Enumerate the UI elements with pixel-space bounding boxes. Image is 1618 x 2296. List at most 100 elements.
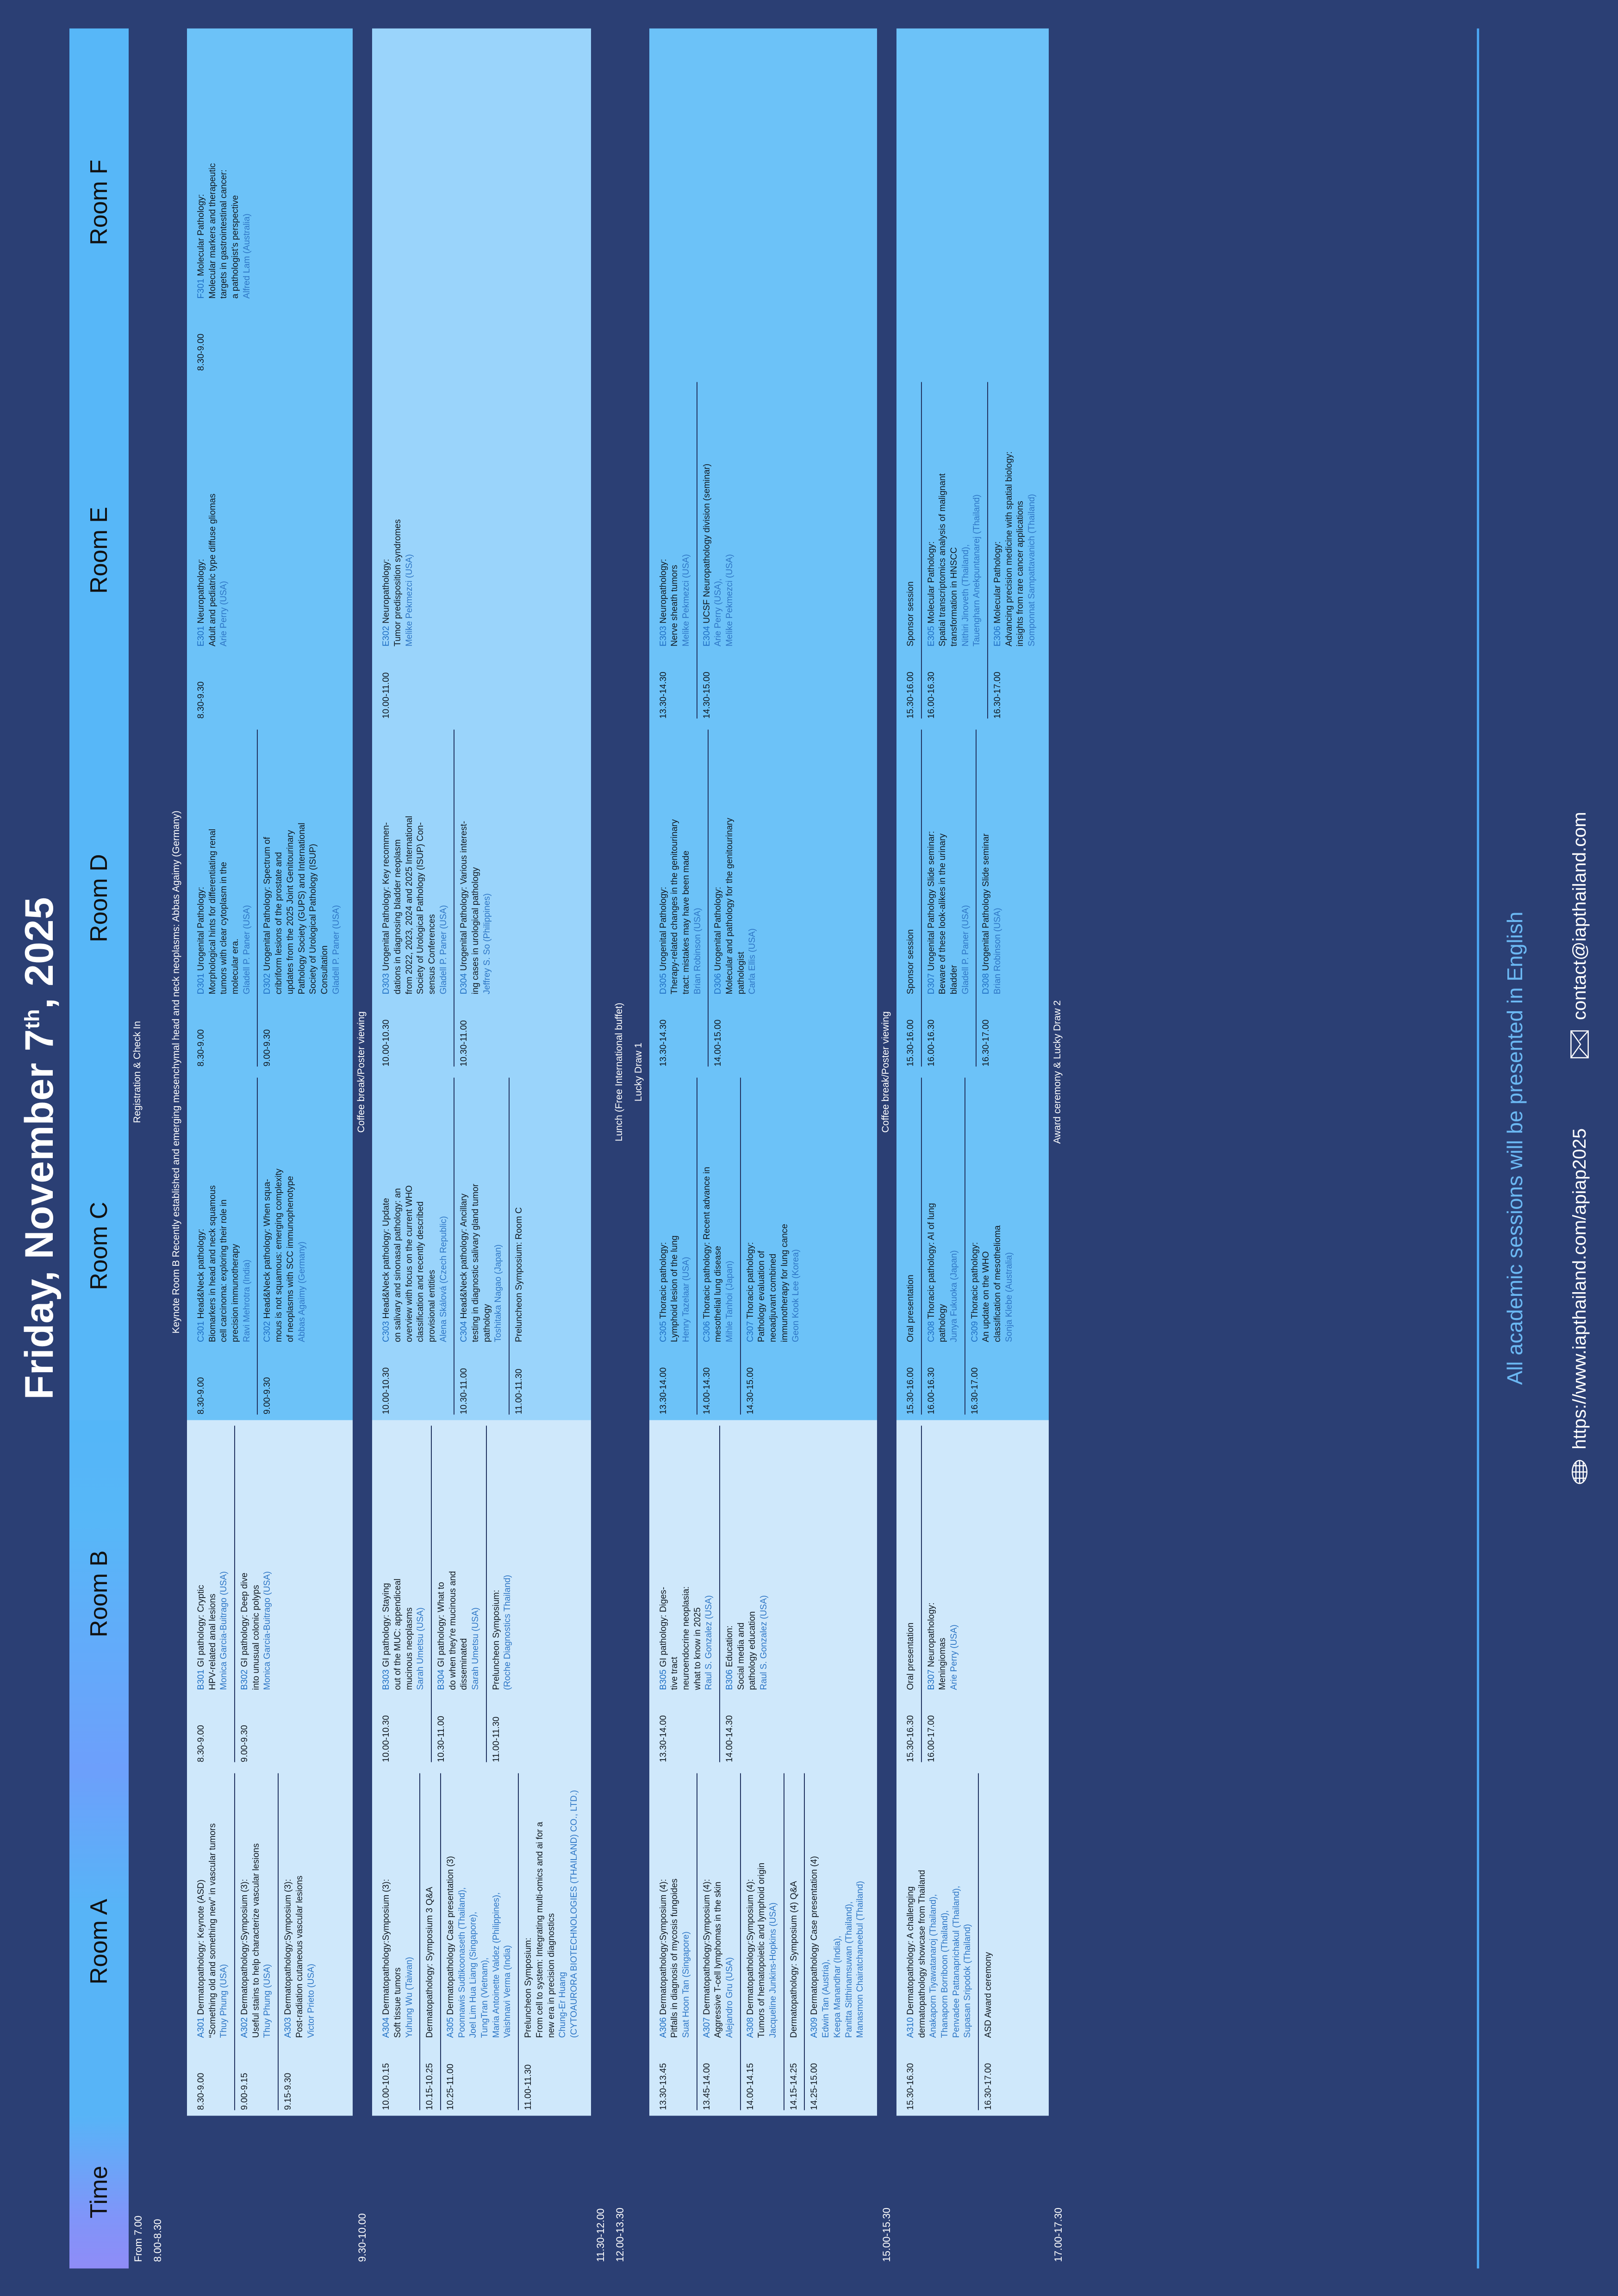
page-title: Friday, November 7th, 2025: [17, 0, 62, 2296]
session-item[interactable]: 9.15-9.30 A303 Dermatopathology:Symposium…: [278, 1773, 322, 2110]
session-item[interactable]: 14.00-14.30 B306 Education: Social media a…: [719, 1425, 774, 1762]
session-item[interactable]: 15.30-16.30 A310 Dermatopathology: A chal…: [901, 1773, 978, 2110]
session-item[interactable]: 14.30-15.00 E304 UCSF Neuropathology divi…: [696, 381, 740, 719]
session-speaker: Monica Garcia-Buitrago (USA): [262, 1571, 273, 1690]
session-item[interactable]: 10.30-11.00 B304 GI pathology: What to do …: [431, 1425, 486, 1762]
session-title: C308 Thoracic pathology: AI of lung: [926, 1202, 936, 1342]
title-ordinal: th: [21, 1008, 44, 1029]
session-item[interactable]: 8.30-9.00 A301 Dermatopathology: Keynote …: [192, 1773, 234, 2110]
session-item[interactable]: 10.00-11.00 E302 Neuropathology: Tumor pre…: [377, 382, 419, 718]
session-item[interactable]: 16.30-17.00 D308 Urogenital Pathology Sli…: [976, 729, 1008, 1066]
session-item[interactable]: 16.00-16.30 D307 Urogenital Pathology Sli…: [921, 729, 976, 1066]
schedule-cell: 15.30-16.30 A310 Dermatopathology: A chal…: [896, 1767, 1049, 2116]
session-item[interactable]: 10.25-11.00 A305 Dermatopathology Case pr…: [440, 1773, 518, 2110]
session-time: 10.00-10.30: [381, 1715, 392, 1762]
session-item[interactable]: 13.45-14.00 A307 Dermatopathology:Symposi…: [696, 1773, 740, 2110]
session-title: D306 Urogenital Pathology:: [713, 886, 723, 994]
session-item[interactable]: 14.30-15.00 C307 Thoracic pathology: Patho…: [740, 1077, 807, 1414]
session-code: C303: [381, 1321, 392, 1342]
session-item[interactable]: 15.30-16.00 Sponsor session: [901, 382, 921, 718]
session-subtitle: pathology: [482, 1304, 492, 1342]
session-body: C307 Thoracic pathology: Pathology evalua…: [745, 1077, 802, 1342]
session-body: C306 Thoracic pathology: Recent advance …: [702, 1077, 736, 1342]
session-item[interactable]: 8.30-9.00 B301 GI pathology: Cryptic HPV-r…: [192, 1425, 234, 1762]
session-item[interactable]: 9.00-9.30 D302 Urogenital Pathology: Spec…: [257, 729, 347, 1066]
session-speaker: Tauengharn Anekpuntanarej (Thailand): [972, 494, 982, 647]
session-item[interactable]: 14.00-15.00 D306 Urogenital Pathology: Mol…: [708, 729, 763, 1066]
schedule-cell: 8.30-9.00 F301 Molecular Pathology: Molecu…: [187, 28, 353, 376]
session-item[interactable]: 8.30-9.00 F301 Molecular Pathology: Molecu…: [192, 34, 257, 371]
session-speaker: Gladell P. Paner (USA): [960, 905, 971, 994]
session-code: E303: [658, 625, 668, 647]
session-item[interactable]: 14.25-15.00 A309 Dermatopathology Case pr…: [804, 1773, 871, 2110]
session-time: 14.00-15.00: [713, 1019, 723, 1066]
session-item[interactable]: 14.00-14.15 A308 Dermatopathology:Symposi…: [740, 1773, 784, 2110]
coffee-break-1: Coffee break/Poster viewing: [353, 28, 373, 2116]
time-label: 12.00-13.30: [610, 2115, 630, 2268]
session-time: 13.30-14.00: [658, 1367, 668, 1414]
website-link[interactable]: https://www.iapthailand.com/apiap2025: [1567, 1128, 1592, 1484]
session-time: 11.00-11.30: [514, 1368, 524, 1414]
session-code: D304: [459, 973, 469, 994]
session-time: 8.30-9.00: [196, 2072, 206, 2110]
session-subtitle: precision immunotherapy: [230, 1244, 241, 1342]
session-item[interactable]: 15.30-16.00 Oral presentation: [901, 1077, 921, 1414]
session-speaker: Monica Garcia-Buitrago (USA): [219, 1571, 229, 1690]
session-subtitle: immunotherapy for lung cance: [779, 1223, 790, 1342]
session-code: A310: [905, 2017, 915, 2038]
session-item[interactable]: 8.30-9.30 E301 Neuropathology: Adult and p…: [192, 382, 234, 718]
session-item[interactable]: 16.30-17.00 E306 Molecular Pathology: Adva…: [987, 381, 1042, 719]
session-item[interactable]: 13.30-14.30 D305 Urogenital Pathology: The…: [654, 729, 708, 1066]
session-item[interactable]: 13.30-14.30 E303 Neuropathology: Nerve she…: [654, 382, 697, 719]
session-item[interactable]: 15.30-16.30 Oral presentation: [901, 1425, 921, 1762]
session-body: A302 Dermatopathology:Symposium (3): Usef…: [239, 1773, 274, 2037]
session-body: B302 GI pathology: Deep dive into unusual…: [239, 1425, 274, 1690]
session-item[interactable]: 13.30-14.00 C305 Thoracic pathology: Lymph…: [654, 1077, 697, 1414]
session-body: B305 GI pathology: Diges-tive tract neuro…: [658, 1425, 715, 1690]
session-item[interactable]: 13.30-13.45 A306 Dermatopathology:Symposi…: [654, 1773, 697, 2109]
session-subtitle: into unusual colonic polyps: [251, 1585, 261, 1690]
session-item[interactable]: 10.00-10.30 B303 GI pathology: Staying out…: [377, 1425, 431, 1762]
session-item[interactable]: 11.00-11.30 Preluncheon Symposium: From ce…: [518, 1773, 585, 2110]
session-item[interactable]: 16.00-16.30 C308 Thoracic pathology: AI o…: [921, 1077, 965, 1414]
session-item[interactable]: 13.30-14.00 B305 GI pathology: Diges-tive…: [654, 1425, 719, 1762]
session-body: D302 Urogenital Pathology: Spectrum of cr…: [262, 729, 342, 994]
session-item[interactable]: 9.00-9.30 C302 Head&Neck pathology: When …: [257, 1077, 312, 1414]
session-subtitle: mucinous neoplasms: [404, 1607, 414, 1690]
session-item[interactable]: 16.00-16.30 E305 Molecular Pathology: Spat…: [921, 381, 987, 719]
session-item[interactable]: 14.00-14.30 C306 Thoracic pathology: Rece…: [696, 1077, 740, 1414]
session-item[interactable]: 11.00-11.30 Preluncheon Symposium: (Roche …: [485, 1425, 518, 1762]
schedule-cell: 10.00-10.30 B303 GI pathology: Staying out…: [372, 1419, 591, 1768]
session-body: B303 GI pathology: Staying out of the MUC…: [381, 1425, 427, 1690]
session-item[interactable]: 10.30-11.00 D304 Urogenital Pathology: Va…: [454, 729, 498, 1066]
email-link[interactable]: contact@iapthailand.com: [1569, 812, 1590, 1059]
session-title: Oral presentation: [905, 1274, 915, 1342]
session-item[interactable]: 9.00-9.15 A302 Dermatopathology:Symposium…: [234, 1773, 278, 2110]
session-item[interactable]: 15.30-16.00 Sponsor session: [901, 729, 921, 1066]
session-time: 14.15-14.25: [789, 2063, 799, 2110]
session-item[interactable]: 10.00-10.30 D303 Urogenital Pathology: Ke…: [377, 729, 454, 1066]
session-item[interactable]: 14.15-14.25 Dermatopathology: Symposium (…: [783, 1773, 804, 2110]
session-body: A306 Dermatopathology:Symposium (4): Pitf…: [658, 1773, 692, 2037]
session-item[interactable]: 8.30-9.00 C301 Head&Neck pathology: Biomar…: [192, 1077, 257, 1414]
session-item[interactable]: 10.15-10.25 Dermatopathology: Symposium 3…: [419, 1773, 440, 2110]
session-item[interactable]: 10.30-11.00 C304 Head&Neck pathology: Anc…: [454, 1077, 509, 1414]
session-subtitle: on salivary and sinonasal pathology: an: [392, 1188, 403, 1342]
session-title: D308 Urogenital Pathology Slide seminar: [981, 833, 991, 994]
session-item[interactable]: 10.00-10.30 C303 Head&Neck pathology: Upd…: [377, 1077, 454, 1414]
session-item[interactable]: 16.30-17.00 ASD Award ceremony: [978, 1773, 999, 2110]
session-title: C302 Head&Neck pathology: When squa-: [262, 1178, 273, 1342]
schedule-cell: 13.30-14.30 E303 Neuropathology: Nerve she…: [649, 376, 877, 724]
session-subtitle: targets in gastrointestinal cancer:: [219, 169, 229, 299]
session-subtitle: tive tract: [670, 1656, 680, 1690]
session-item[interactable]: 16.00-17.00 B307 Neuropathology: Meningiom…: [921, 1425, 965, 1762]
session-item[interactable]: 9.00-9.30 B302 GI pathology: Deep dive int…: [234, 1425, 278, 1762]
session-subtitle: Nerve sheath tumors: [670, 564, 680, 647]
session-code: E302: [381, 625, 392, 647]
session-body: D306 Urogenital Pathology: Molecular and …: [713, 729, 759, 994]
session-item[interactable]: 11.00-11.30 Preluncheon Symposium: Room C: [509, 1077, 529, 1414]
session-item[interactable]: 16.30-17.00 C309 Thoracic pathology: An up…: [964, 1077, 1020, 1414]
schedule-cell: 13.30-13.45 A306 Dermatopathology:Symposi…: [649, 1767, 877, 2116]
session-item[interactable]: 10.00-10.15 A304 Dermatopathology:Symposi…: [377, 1773, 419, 2110]
session-item[interactable]: 8.30-9.00 D301 Urogenital Pathology: Morph…: [192, 729, 257, 1066]
